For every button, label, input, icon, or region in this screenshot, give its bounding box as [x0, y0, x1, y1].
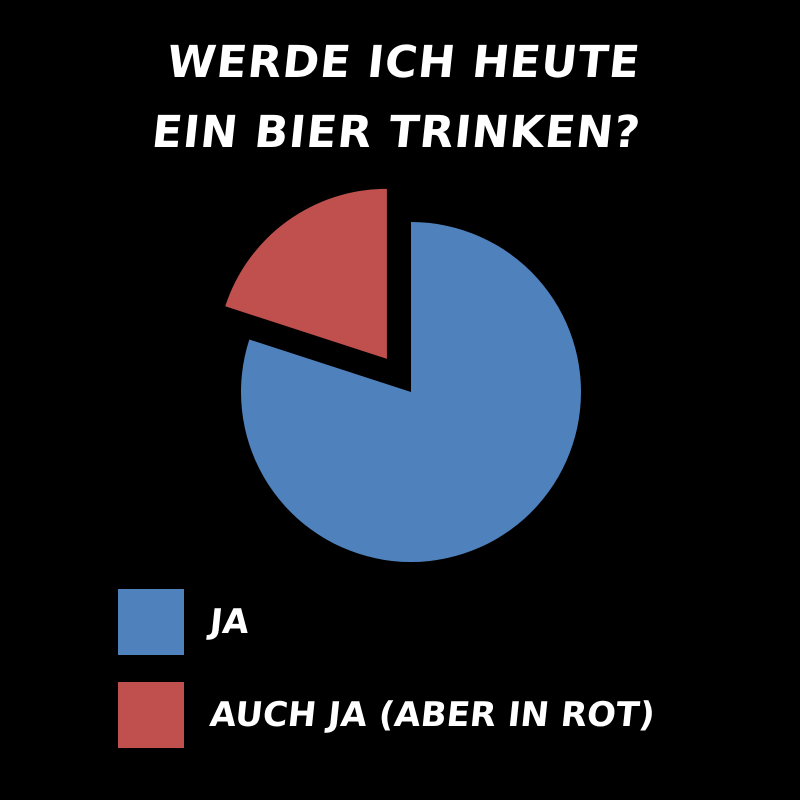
legend-swatch-blue [118, 589, 184, 655]
pie-slice-ja [240, 222, 582, 562]
legend-item-ja: JA [118, 589, 252, 655]
legend-label: JA [207, 602, 252, 642]
legend-label: AUCH JA (ABER IN ROT) [207, 695, 657, 735]
pie-slice-auch-ja [225, 188, 387, 359]
legend-swatch-red [118, 682, 184, 748]
legend-item-auch-ja: AUCH JA (ABER IN ROT) [118, 682, 657, 748]
